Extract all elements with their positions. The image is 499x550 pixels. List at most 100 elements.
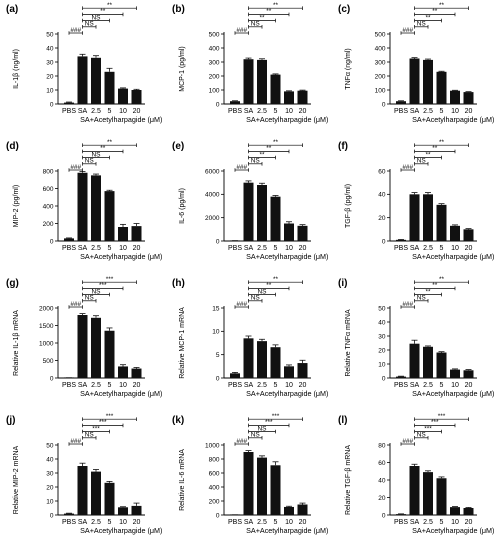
bar — [270, 74, 281, 104]
bar — [77, 56, 88, 104]
significance-label: ** — [439, 139, 445, 146]
x-tick-label: 20 — [465, 245, 473, 252]
x-tick-label: 10 — [119, 382, 127, 389]
y-tick-label: 200 — [43, 221, 54, 228]
significance-label: NS — [417, 158, 427, 165]
x-tick-label: 10 — [119, 245, 127, 252]
bar — [409, 194, 420, 241]
x-tick-label: 20 — [465, 108, 473, 115]
y-tick-label: 40 — [378, 477, 386, 484]
y-tick-label: 10 — [212, 329, 220, 336]
bar — [77, 315, 88, 378]
bar — [118, 227, 128, 241]
x-tick-label: SA — [410, 245, 420, 252]
bar — [396, 376, 406, 378]
significance-label: *** — [424, 425, 432, 432]
bar — [131, 226, 142, 241]
x-tick-label: 5 — [440, 519, 444, 526]
significance-label: NS — [85, 295, 95, 302]
bar — [131, 505, 142, 515]
x-tick-label: 5 — [274, 519, 278, 526]
chart-panel: (l) Relative TGF-β mRNA 0 20 40 60 80 PBS SA 2.5 5… — [338, 413, 494, 535]
x-tick-label: PBS — [394, 245, 408, 252]
y-tick-label: 20 — [378, 495, 386, 502]
x-tick-label: 20 — [465, 519, 473, 526]
y-tick-label: 0 — [50, 512, 54, 519]
x-tick-label: 20 — [133, 519, 141, 526]
chart-panel: (g) Relative IL-1β mRNA 0 500 1000 1500 2000 PB… — [6, 276, 162, 398]
x-tick-label: 2.5 — [257, 108, 267, 115]
x-tick-label: 10 — [451, 519, 459, 526]
y-axis-title: Relative MIP-2 mRNA — [13, 445, 20, 514]
y-tick-label: 10 — [46, 498, 54, 505]
significance-label: NS — [251, 21, 261, 28]
x-tick-label: 5 — [108, 245, 112, 252]
panel-label: (e) — [172, 141, 184, 152]
x-tick-label: 20 — [299, 245, 307, 252]
significance-label: NS — [251, 295, 261, 302]
significance-label: NS — [251, 432, 261, 439]
y-axis-title: TNFα (ng/ml) — [345, 48, 352, 89]
y-axis-title: MIP-2 (pg/ml) — [13, 185, 20, 227]
significance-label: NS — [91, 288, 101, 295]
bar — [423, 194, 433, 241]
y-tick-label: 800 — [43, 168, 54, 175]
x-tick-label: PBS — [394, 382, 408, 389]
x-axis-title: SA+Acetylharpagide (μM) — [412, 252, 494, 261]
significance-label: ** — [107, 139, 113, 146]
bar — [230, 101, 240, 104]
bar — [243, 182, 254, 241]
bar — [297, 363, 308, 378]
y-tick-label: 0 — [50, 101, 54, 108]
y-tick-label: 20 — [46, 484, 54, 491]
x-tick-label: 2.5 — [91, 519, 101, 526]
y-tick-label: 400 — [43, 203, 54, 210]
y-tick-label: 0 — [50, 375, 54, 382]
bar — [436, 478, 447, 515]
x-tick-label: 5 — [108, 519, 112, 526]
significance-label: ** — [425, 288, 431, 295]
y-tick-label: 15 — [212, 305, 220, 312]
x-tick-label: 10 — [451, 245, 459, 252]
bar — [463, 92, 474, 104]
chart-panel: (k) Relative IL-6 mRNA 0 200 400 600 800 1000 PB… — [172, 413, 328, 535]
significance-label: ** — [439, 2, 445, 9]
bar — [450, 90, 460, 104]
chart-panel: (j) Relative MIP-2 mRNA 0 10 20 30 40 50 PBS SA 2.… — [6, 413, 162, 535]
y-tick-label: 40 — [378, 319, 386, 326]
x-tick-label: 10 — [119, 519, 127, 526]
y-tick-label: 50 — [46, 31, 54, 38]
y-tick-label: 0 — [216, 238, 220, 245]
y-tick-label: 80 — [378, 442, 386, 449]
x-tick-label: PBS — [394, 519, 408, 526]
y-tick-label: 500 — [43, 358, 54, 365]
y-tick-label: 40 — [46, 456, 54, 463]
significance-label: NS — [91, 151, 101, 158]
significance-label: ### — [236, 27, 247, 34]
x-tick-label: PBS — [228, 382, 242, 389]
panel-label: (l) — [338, 415, 347, 426]
bar — [284, 506, 294, 515]
bar — [118, 366, 128, 378]
y-tick-label: 0 — [382, 512, 386, 519]
y-tick-label: 40 — [378, 192, 386, 199]
bar — [396, 514, 406, 515]
y-tick-label: 300 — [375, 59, 386, 66]
x-axis-title: SA+Acetylharpagide (μM) — [80, 252, 162, 261]
y-axis-title: Relative MCP-1 mRNA — [179, 307, 186, 379]
panel-label: (k) — [172, 415, 184, 426]
y-axis-title: IL-6 (pg/ml) — [179, 188, 186, 224]
y-tick-label: 30 — [46, 470, 54, 477]
bar — [409, 343, 420, 378]
x-tick-label: 5 — [108, 108, 112, 115]
significance-label: ### — [402, 164, 413, 171]
bar — [104, 482, 115, 515]
bar — [104, 330, 115, 378]
bar — [463, 370, 474, 378]
x-tick-label: SA — [78, 245, 88, 252]
bar — [91, 175, 101, 241]
significance-label: ** — [425, 14, 431, 21]
bar — [131, 90, 142, 104]
